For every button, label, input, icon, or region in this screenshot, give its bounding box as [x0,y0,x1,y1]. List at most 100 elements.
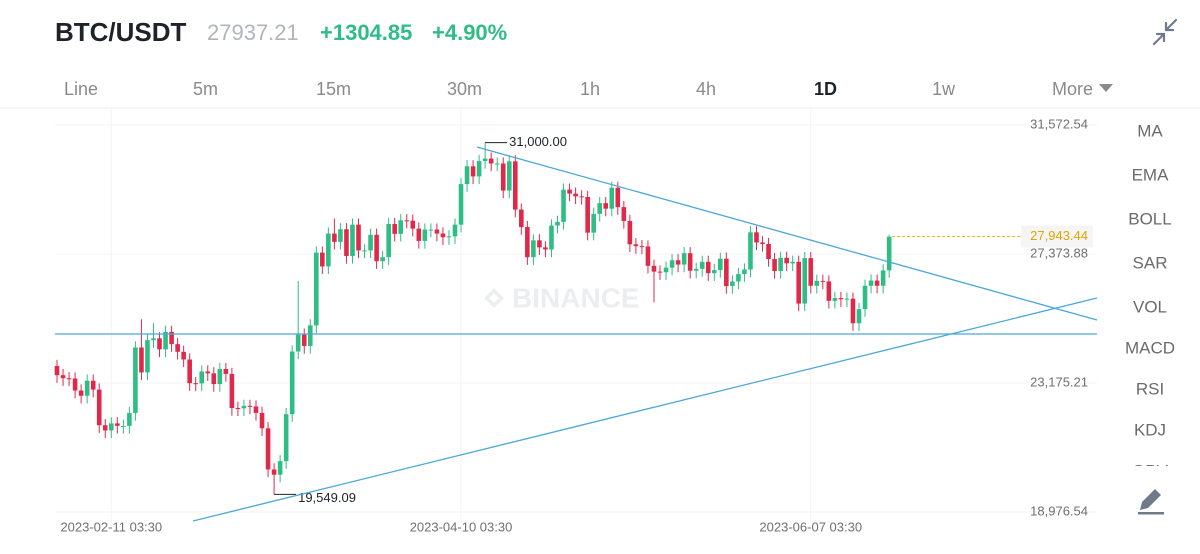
candle-body [410,220,416,229]
candle-body [784,257,789,264]
candle-body [295,334,301,352]
candle-body [482,158,488,162]
candle-body [108,423,114,431]
annotation-label: 31,000.00 [509,134,567,149]
draw-tool-button[interactable] [1138,489,1164,515]
indicator-button[interactable]: KDJ [1134,420,1166,439]
candle-body [247,405,253,407]
candle-body [301,334,307,346]
candle-body [398,220,404,234]
candle-body [115,423,120,426]
candle-body [350,224,355,256]
interval-tab[interactable]: Line [64,79,98,99]
candle-body [404,220,410,222]
indicator-button[interactable]: MACD [1125,338,1175,357]
candle-body [639,246,645,248]
candle-body [585,196,590,233]
candle-body [229,373,235,409]
indicator-button[interactable]: SAR [1133,253,1168,272]
candle-body [434,229,440,234]
candle-body [151,338,156,341]
watermark-text: BINANCE [512,282,640,313]
indicator-panel: MA EMA BOLL SAR VOL MACD RSI KDJ OBV [1125,121,1175,480]
candle-body [60,375,66,379]
candle-body [494,163,500,165]
indicator-button[interactable]: RSI [1136,379,1164,398]
collapse-button[interactable] [1152,18,1178,46]
candle-body [693,268,699,271]
indicator-button[interactable]: MA [1137,121,1163,140]
candle-body [820,280,826,282]
candle-body [217,369,223,385]
candle-body [78,390,84,396]
candle-body [476,161,482,177]
candle-body [814,280,820,286]
candle-body [657,271,663,273]
interval-tab[interactable]: 1w [932,79,956,99]
indicator-button[interactable]: EMA [1132,165,1170,184]
candle-body [332,233,337,242]
candle-body [211,373,217,385]
candle-body [826,281,832,301]
candle-body [380,257,385,262]
candle-body [850,298,856,324]
interval-tab[interactable]: 1D [814,79,837,99]
price-tag [1021,225,1093,248]
indicator-list: MA EMA BOLL SAR VOL MACD RSI KDJ OBV [1125,121,1175,480]
annotation-label: 19,549.09 [298,490,356,505]
candle-body [54,365,60,376]
candle-body [386,224,391,258]
candle-body [519,209,524,228]
candle-body [440,233,446,238]
indicator-button[interactable]: OBV [1132,461,1169,480]
candle-body [705,261,711,274]
candle-body [72,378,78,391]
y-tick-label: 27,373.88 [1030,245,1088,260]
interval-tab[interactable]: 1h [580,79,600,99]
interval-tab[interactable]: More [1052,79,1093,99]
candle-body [615,187,621,208]
candle-body [868,280,874,286]
candle-body [699,261,705,269]
candle-body [796,261,802,304]
candle-body [139,347,144,373]
candle-body [193,383,199,385]
candle-body [133,347,138,413]
candle-body [651,265,657,272]
x-tick-label: 2023-02-11 03:30 [60,519,162,534]
candle-body [314,252,319,326]
candle-body [320,252,325,267]
candle-body [772,259,777,272]
y-tick-label: 23,175.21 [1030,374,1088,389]
candle-body [187,359,192,384]
interval-tab[interactable]: 5m [193,79,218,99]
candle-body [307,325,313,346]
indicator-button[interactable]: VOL [1133,297,1167,316]
dropdown-arrow[interactable] [1099,84,1113,92]
candle-body [66,378,72,380]
watermark: BINANCE [484,282,640,313]
candle-body [675,260,681,265]
interval-tab[interactable]: 15m [316,79,351,99]
candle-body [422,229,428,241]
y-tick-label: 18,976.54 [1030,503,1088,518]
candle-body [567,189,572,194]
candle-body [512,161,518,210]
candle-body [506,161,512,191]
candle-body [742,269,747,275]
candle-body [356,224,361,251]
candle-body [446,236,452,238]
x-tick-label: 2023-04-10 03:30 [410,519,513,534]
candle-body [175,344,180,352]
indicator-button[interactable]: BOLL [1128,209,1171,228]
interval-tab[interactable]: 30m [447,79,482,99]
candle-body [374,234,379,262]
candle-body [181,351,186,360]
price-change: +1304.85 [320,20,412,45]
interval-tab[interactable]: 4h [696,79,716,99]
candle-body [573,193,578,197]
candle-body [277,461,283,475]
candle-body [199,371,205,384]
candle-body [121,425,126,427]
